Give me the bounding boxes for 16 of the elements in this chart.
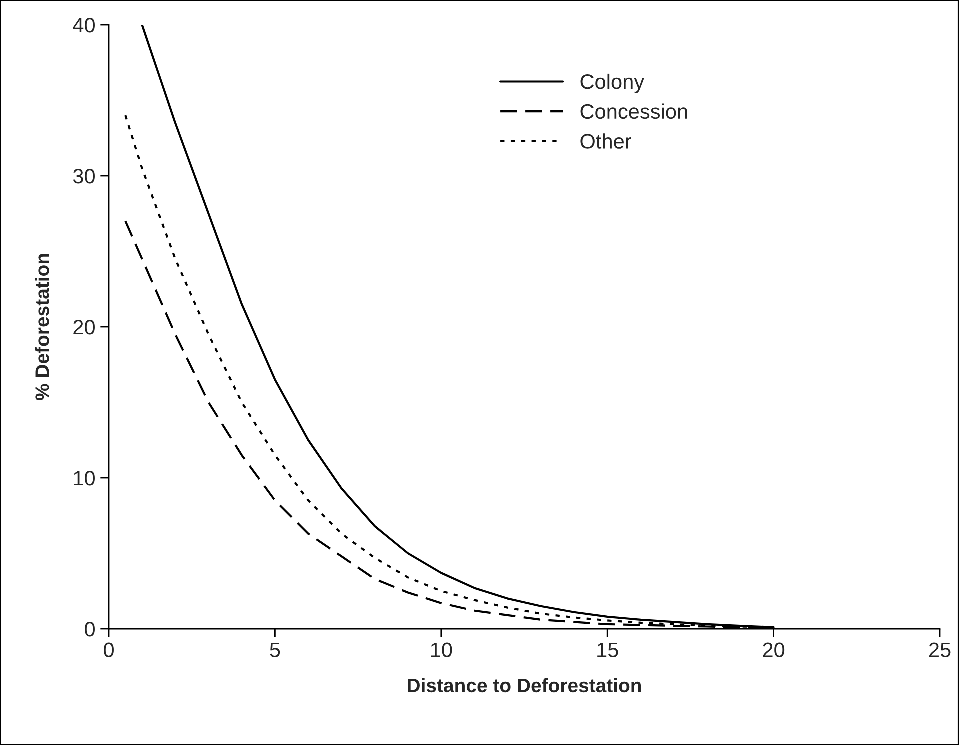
x-tick-label: 0 (104, 642, 114, 658)
y-tick-label: 0 (85, 622, 95, 637)
y-tick-label: 30 (73, 169, 95, 184)
x-tick-label: 15 (598, 642, 618, 658)
y-axis-title: % Deforestation (35, 254, 50, 401)
legend-label: Colony (580, 74, 645, 94)
x-tick-label: 10 (431, 642, 452, 658)
y-tick-label: 40 (73, 18, 95, 33)
x-tick-label: 25 (929, 642, 951, 658)
y-tick-label: 20 (74, 320, 95, 335)
x-tick-label: 5 (270, 642, 280, 658)
y-tick-label: 10 (74, 471, 95, 486)
x-tick-label: 20 (763, 642, 785, 658)
legend-label: Concession (580, 104, 688, 120)
x-axis-title: Distance to Deforestation (408, 678, 642, 693)
legend-label: Other (580, 134, 632, 149)
